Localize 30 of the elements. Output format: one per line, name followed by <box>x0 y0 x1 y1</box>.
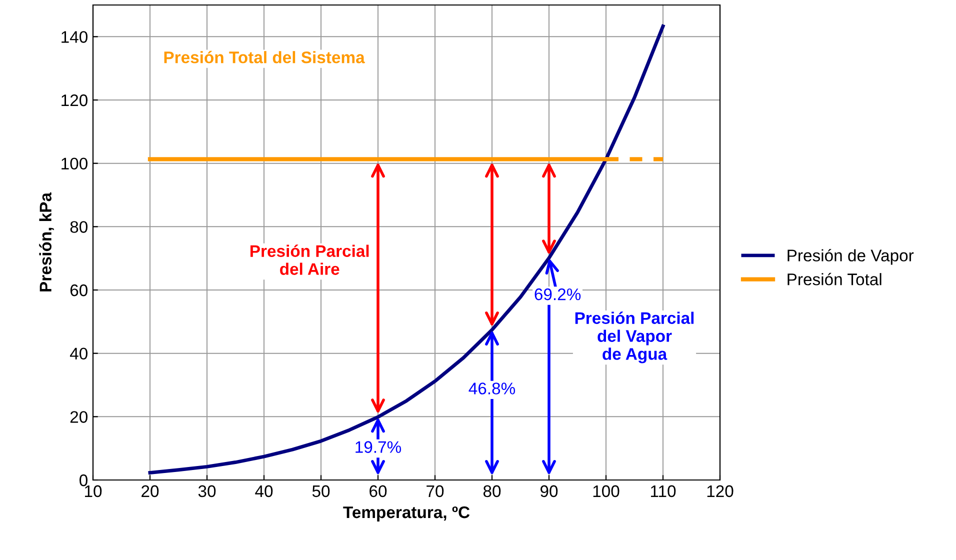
x-tick-label: 10 <box>85 485 102 498</box>
x-axis-title: Temperatura, ºC <box>343 506 470 522</box>
x-tick-label: 80 <box>483 485 501 498</box>
legend-label: Presión Total <box>788 272 882 286</box>
y-tick-label: 40 <box>70 348 88 360</box>
x-tick-label: 100 <box>593 485 620 498</box>
annotation: 19.7% <box>356 441 402 453</box>
annotation: 46.8% <box>468 382 516 394</box>
annotation: Presión Parcial del Vapor de Agua <box>575 312 694 364</box>
annotation: Presión Parcial del Aire <box>250 244 369 275</box>
y-tick-label: 60 <box>70 284 88 296</box>
y-tick-label: 100 <box>62 158 88 170</box>
annotation: 69.2% <box>534 288 581 300</box>
x-tick-label: 110 <box>650 485 676 498</box>
y-tick-label: 0 <box>80 474 88 486</box>
x-tick-label: 90 <box>540 485 558 498</box>
y-tick-label: 80 <box>70 221 88 233</box>
y-tick-label: 20 <box>70 411 88 423</box>
x-tick-label: 50 <box>312 485 330 498</box>
y-tick-label: 120 <box>62 94 88 106</box>
annotation: Presión Total del Sistema <box>164 50 365 64</box>
x-tick-label: 30 <box>198 485 216 498</box>
y-tick-label: 140 <box>62 31 88 43</box>
x-tick-label: 60 <box>370 485 387 498</box>
legend-label: Presión de Vapor <box>788 249 914 265</box>
x-tick-label: 70 <box>426 485 444 498</box>
x-tick-label: 120 <box>707 485 734 498</box>
x-tick-label: 40 <box>255 485 273 498</box>
y-axis-title: Presión, kPa <box>39 192 54 292</box>
x-tick-label: 20 <box>142 485 159 498</box>
